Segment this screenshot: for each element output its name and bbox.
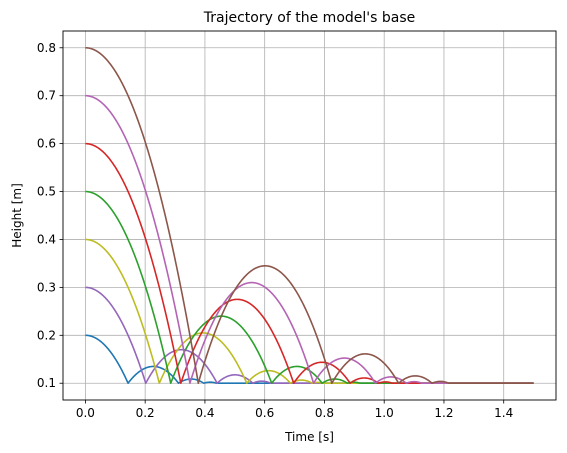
series-line [85,46,534,385]
plot-frame [62,30,557,401]
y-tick-label: 0.2 [37,328,56,342]
series-line [85,190,534,385]
y-ticks: 0.1 0.2 0.3 0.4 0.5 0.6 0.7 0.8 [37,41,63,390]
series-line [85,334,534,385]
x-axis-label: Time [s] [284,430,334,444]
y-tick-label: 0.4 [37,232,56,246]
series-line [85,142,534,385]
x-tick-label: 0.8 [315,406,334,420]
y-axis-label: Height [m] [10,183,24,248]
x-tick-label: 1.4 [494,406,513,420]
series-line [85,238,534,385]
x-tick-label: 0.0 [76,406,95,420]
x-tick-label: 0.6 [255,406,274,420]
y-tick-label: 0.1 [37,376,56,390]
series-lines [85,46,534,385]
y-tick-label: 0.6 [37,137,56,151]
y-tick-label: 0.3 [37,280,56,294]
x-tick-label: 0.4 [195,406,214,420]
chart-title: Trajectory of the model's base [203,10,416,26]
y-tick-label: 0.7 [37,89,56,103]
x-tick-label: 1.0 [375,406,394,420]
y-tick-label: 0.5 [37,185,56,199]
x-tick-label: 0.2 [136,406,155,420]
axes [62,30,557,401]
x-tick-label: 1.2 [434,406,453,420]
series-line [85,94,534,385]
x-ticks: 0.0 0.2 0.4 0.6 0.8 1.0 1.2 1.4 [76,400,513,420]
y-tick-label: 0.8 [37,41,56,55]
